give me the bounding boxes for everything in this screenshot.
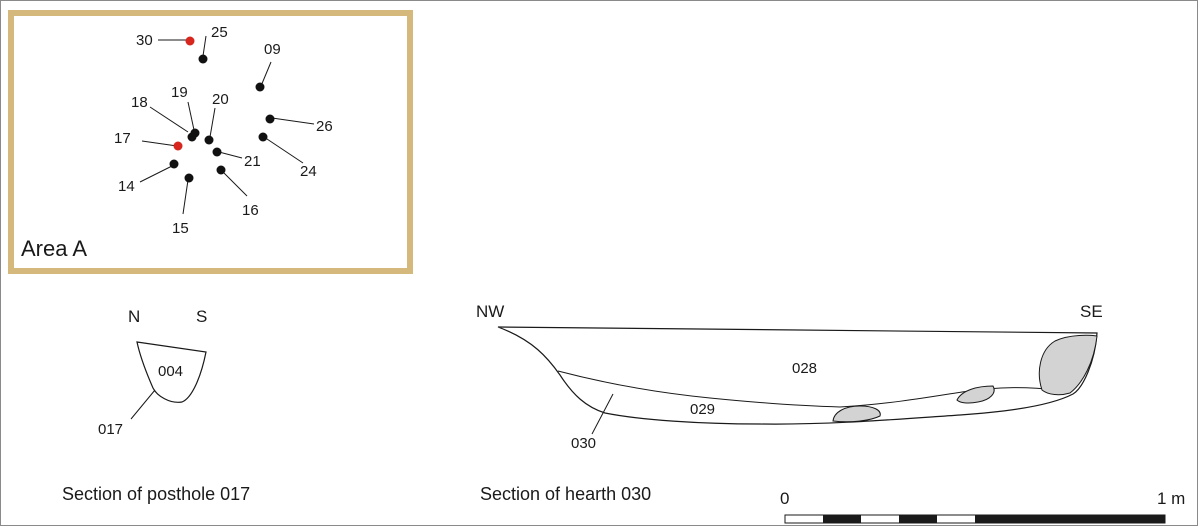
posthole-14-marker	[169, 159, 179, 169]
scale-segment	[975, 515, 1165, 523]
lower-fill-label: 029	[690, 401, 715, 418]
hearth-profile	[497, 326, 1098, 425]
posthole-leaders	[139, 35, 315, 215]
posthole-17-marker	[173, 141, 183, 151]
posthole-24-marker	[258, 132, 268, 142]
posthole-label: 15	[172, 220, 189, 237]
posthole-cut-label: 017	[98, 421, 123, 438]
posthole-21-marker	[212, 147, 222, 157]
scale-segment	[823, 515, 861, 523]
upper-fill-label: 028	[792, 360, 817, 377]
posthole-30-marker	[185, 36, 195, 46]
south-label: S	[196, 307, 207, 326]
stone	[832, 405, 881, 423]
hearth-cut-label: 030	[571, 435, 596, 452]
posthole-label: 30	[136, 32, 153, 49]
posthole-16-marker	[216, 165, 226, 175]
hearth-cut-leader	[591, 393, 614, 435]
cut-leader	[130, 389, 156, 420]
northwest-label: NW	[476, 302, 504, 321]
posthole-label: 16	[242, 202, 259, 219]
posthole-label: 20	[212, 91, 229, 108]
plan-frame	[8, 10, 413, 274]
posthole-section: N S 004 017 Section of posthole 017	[62, 307, 250, 504]
posthole-label: 19	[171, 84, 188, 101]
posthole-fill-label: 004	[158, 363, 183, 380]
stone	[1038, 334, 1098, 396]
posthole-26-marker	[265, 114, 275, 124]
posthole-09-marker	[255, 82, 265, 92]
hearth-section: NW SE 028 029 030 Section of hearth 030	[476, 302, 1103, 504]
posthole-19-marker	[190, 128, 200, 138]
posthole-labels: 30 25 09 18 19 20 26 17 21 24 14 16 15	[114, 24, 333, 237]
posthole-label: 17	[114, 130, 131, 147]
posthole-20-marker	[204, 135, 214, 145]
scale-start-label: 0	[780, 489, 789, 508]
posthole-label: 24	[300, 163, 317, 180]
scale-segment	[899, 515, 937, 523]
posthole-markers	[169, 36, 275, 183]
posthole-15-marker	[184, 173, 194, 183]
posthole-25-marker	[198, 54, 208, 64]
posthole-profile	[136, 341, 207, 403]
area-a-plan: Area A	[8, 10, 413, 274]
posthole-label: 21	[244, 153, 261, 170]
area-label: Area A	[21, 236, 87, 261]
scale-bar: 0 1 m	[780, 489, 1185, 524]
hearth-caption: Section of hearth 030	[480, 484, 651, 504]
north-label: N	[128, 307, 140, 326]
southeast-label: SE	[1080, 302, 1103, 321]
scale-end-label: 1 m	[1157, 489, 1185, 508]
stone	[956, 385, 995, 404]
posthole-label: 09	[264, 41, 281, 58]
posthole-label: 18	[131, 94, 148, 111]
posthole-label: 14	[118, 178, 135, 195]
posthole-label: 25	[211, 24, 228, 41]
posthole-label: 26	[316, 118, 333, 135]
posthole-caption: Section of posthole 017	[62, 484, 250, 504]
